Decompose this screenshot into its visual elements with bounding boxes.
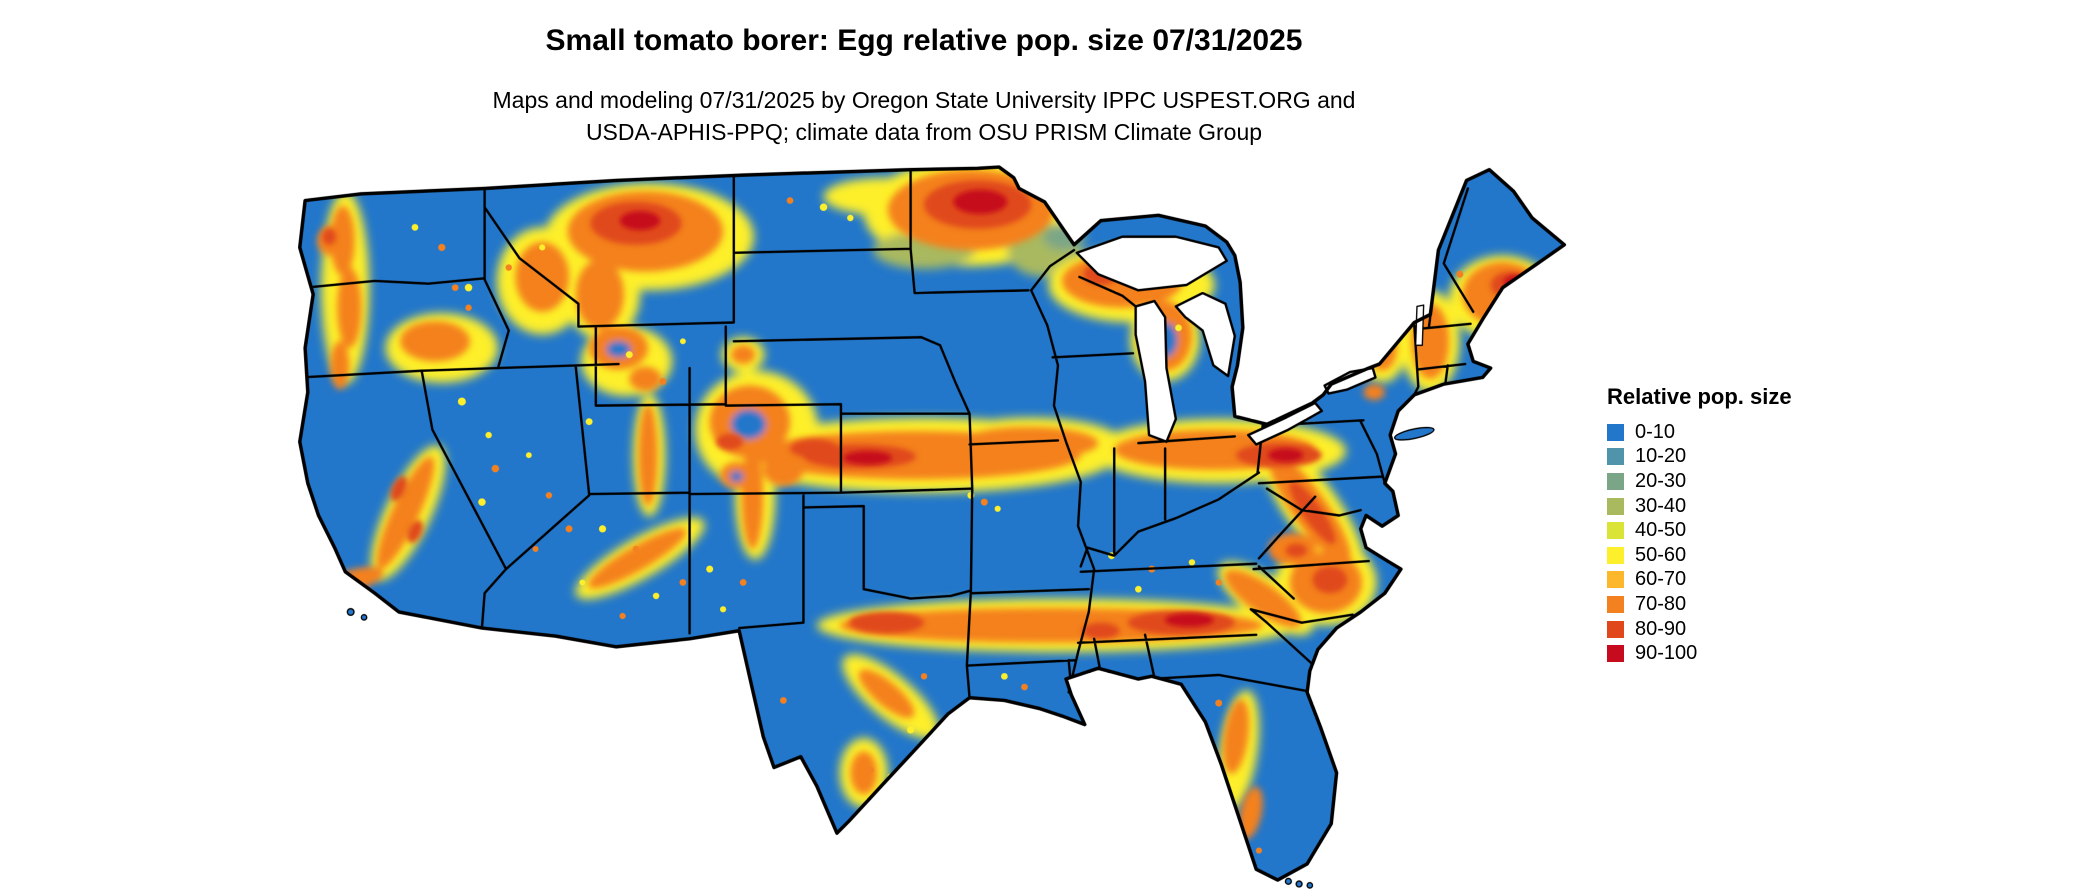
- great-lakes: [1075, 235, 1425, 446]
- conus-outline: [298, 165, 1567, 882]
- legend-swatch: [1607, 546, 1624, 564]
- lake-ontario: [1323, 366, 1377, 395]
- offshore-islands: [346, 426, 1435, 889]
- legend-swatch: [1607, 497, 1624, 515]
- legend-item: 80-90: [1607, 617, 1792, 642]
- legend-item: 50-60: [1607, 543, 1792, 568]
- legend-label: 80-90: [1635, 617, 1687, 640]
- legend-title: Relative pop. size: [1607, 384, 1792, 409]
- subtitle-line-1: Maps and modeling 07/31/2025 by Oregon S…: [492, 87, 1356, 113]
- map-subtitle: Maps and modeling 07/31/2025 by Oregon S…: [0, 84, 1848, 148]
- legend-label: 70-80: [1635, 592, 1687, 615]
- legend-label: 90-100: [1635, 642, 1698, 665]
- raster-speckles: [411, 197, 1464, 854]
- lake-champlain: [1414, 304, 1425, 346]
- legend-label: 40-50: [1635, 519, 1687, 542]
- legend-swatch: [1607, 645, 1624, 663]
- legend-label: 0-10: [1635, 420, 1676, 443]
- florida-key: [1295, 880, 1303, 888]
- legend-swatch: [1607, 472, 1624, 490]
- legend-item: 90-100: [1607, 641, 1792, 666]
- conus-population-map: [298, 165, 1567, 889]
- legend-swatch: [1607, 448, 1624, 466]
- florida-key: [1284, 877, 1292, 885]
- legend-label: 20-30: [1635, 469, 1687, 492]
- legend-item: 0-10: [1607, 420, 1792, 445]
- legend-item: 20-30: [1607, 469, 1792, 494]
- channel-island: [346, 607, 355, 616]
- legend-item: 60-70: [1607, 568, 1792, 593]
- lake-huron: [1174, 291, 1236, 378]
- channel-island: [360, 613, 368, 621]
- subtitle-line-2: USDA-APHIS-PPQ; climate data from OSU PR…: [585, 119, 1263, 145]
- legend-label: 50-60: [1635, 543, 1687, 566]
- legend-swatch: [1607, 595, 1624, 613]
- legend-swatch: [1607, 522, 1624, 540]
- legend-label: 10-20: [1635, 445, 1687, 468]
- long-island: [1393, 426, 1435, 441]
- population-raster: [299, 167, 1565, 880]
- lake-erie: [1246, 401, 1324, 446]
- legend-label: 60-70: [1635, 568, 1687, 591]
- legend-item: 70-80: [1607, 592, 1792, 617]
- legend: Relative pop. size 0-10 10-20 20-30 30-4…: [1607, 384, 1792, 666]
- page-title: Small tomato borer: Egg relative pop. si…: [545, 24, 1303, 57]
- legend-label: 30-40: [1635, 494, 1687, 517]
- legend-item: 30-40: [1607, 494, 1792, 519]
- lake-superior: [1075, 235, 1228, 292]
- legend-swatch: [1607, 423, 1624, 441]
- legend-swatch: [1607, 620, 1624, 638]
- raster-peak-values: [619, 189, 1526, 627]
- florida-key: [1306, 881, 1314, 889]
- lake-michigan: [1134, 299, 1178, 443]
- legend-swatch: [1607, 571, 1624, 589]
- legend-item: 10-20: [1607, 445, 1792, 470]
- state-borders: [299, 169, 1475, 699]
- legend-item: 40-50: [1607, 518, 1792, 543]
